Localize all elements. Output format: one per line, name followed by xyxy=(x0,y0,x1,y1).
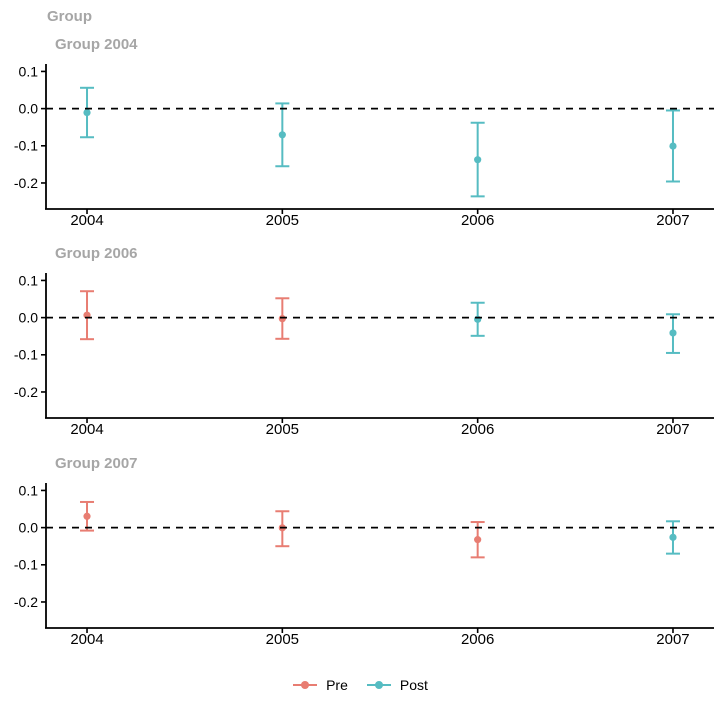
data-point xyxy=(669,533,677,541)
y-tick-label: 0.1 xyxy=(19,63,39,79)
panel-plot-group-2004: 0.1 0.0 -0.1 -0.2 2004 2005 2006 2007 xyxy=(14,63,714,229)
y-tick-label: -0.1 xyxy=(14,557,38,573)
y-tick-label: -0.2 xyxy=(14,594,38,610)
x-tick-label: 2004 xyxy=(70,212,103,229)
data-point xyxy=(278,315,286,323)
panel-subtitle: Group 2007 xyxy=(55,455,138,472)
x-tick-label: 2006 xyxy=(461,631,494,648)
x-tick-label: 2007 xyxy=(656,631,689,648)
panel-subtitle: Group 2004 xyxy=(55,36,138,53)
x-tick-label: 2005 xyxy=(266,421,299,438)
legend-item-post: Post xyxy=(366,677,428,693)
x-tick-label: 2006 xyxy=(461,212,494,229)
x-tick-label: 2004 xyxy=(70,421,103,438)
y-tick-label: -0.1 xyxy=(14,347,38,363)
panel-plot-group-2006: 0.1 0.0 -0.1 -0.2 2004 2005 2006 2007 xyxy=(14,272,714,438)
panel-subtitle: Group 2006 xyxy=(55,245,138,262)
panel-plot-group-2007: 0.1 0.0 -0.1 -0.2 2004 2005 2006 2007 xyxy=(14,482,714,648)
y-tick-label: -0.2 xyxy=(14,384,38,400)
x-tick-label: 2004 xyxy=(70,631,103,648)
y-tick-label: 0.1 xyxy=(19,272,39,288)
legend-label: Post xyxy=(399,677,428,693)
legend-label: Pre xyxy=(326,677,348,693)
x-tick-label: 2007 xyxy=(656,212,689,229)
data-point xyxy=(669,329,677,337)
legend-key-post-icon xyxy=(366,681,391,689)
legend-key-point xyxy=(374,681,383,689)
data-point xyxy=(278,131,286,139)
legend-item-pre: Pre xyxy=(292,677,348,693)
y-tick-label: -0.1 xyxy=(14,138,38,154)
chart-title: Group xyxy=(47,8,92,25)
y-tick-label: 0.0 xyxy=(19,101,39,117)
legend-key-pre-icon xyxy=(293,681,318,689)
data-point xyxy=(474,536,482,544)
y-tick-label: 0.0 xyxy=(19,520,39,536)
panel-group-2006: Group 2006 0.1 0.0 -0.1 -0.2 2004 2005 2006 200… xyxy=(0,245,720,441)
panel-group-2004: Group 2004 0.1 0.0 -0.1 -0.2 2004 2005 2006 200… xyxy=(0,36,720,232)
y-tick-label: -0.2 xyxy=(14,175,38,191)
data-point xyxy=(474,156,482,164)
data-point xyxy=(669,142,677,150)
y-tick-label: 0.1 xyxy=(19,482,39,498)
data-point xyxy=(83,108,91,117)
x-tick-label: 2007 xyxy=(656,421,689,438)
data-point xyxy=(83,512,91,520)
x-tick-label: 2005 xyxy=(266,631,299,648)
y-tick-label: 0.0 xyxy=(19,310,39,326)
x-tick-label: 2005 xyxy=(266,212,299,229)
panel-group-2007: Group 2007 0.1 0.0 -0.1 -0.2 2004 2005 2006 200… xyxy=(0,455,720,651)
legend: Pre Post xyxy=(0,675,720,695)
x-tick-label: 2006 xyxy=(461,421,494,438)
legend-key-point xyxy=(301,681,310,689)
